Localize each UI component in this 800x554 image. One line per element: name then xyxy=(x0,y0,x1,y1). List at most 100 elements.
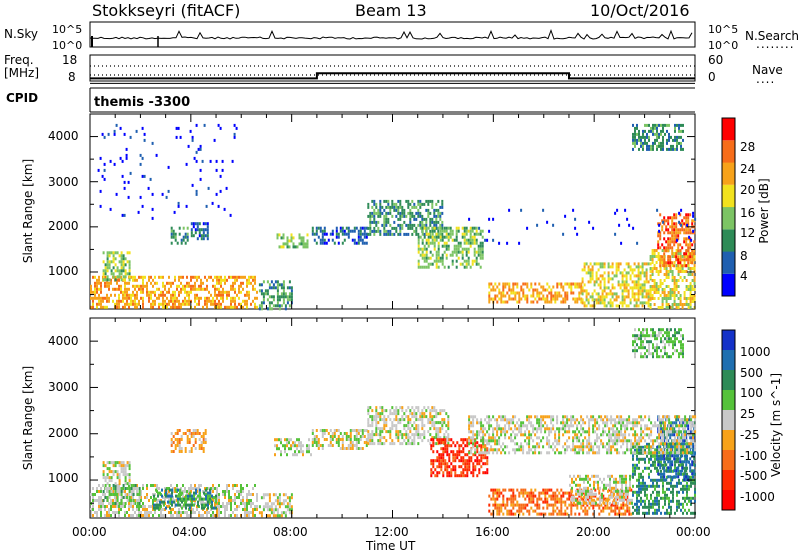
heatmap-cell xyxy=(502,300,505,304)
heatmap-cell xyxy=(550,300,553,304)
heatmap-cell xyxy=(298,444,300,448)
heatmap-cell xyxy=(224,305,226,309)
heatmap-cell xyxy=(198,275,200,279)
heatmap-cell xyxy=(409,217,412,221)
heatmap-cell xyxy=(476,456,479,460)
heatmap-cell xyxy=(310,453,312,457)
heatmap-cell xyxy=(164,487,166,490)
heatmap-cell xyxy=(104,284,106,288)
heatmap-cell xyxy=(564,503,567,507)
heatmap-cell xyxy=(302,242,305,246)
heatmap-cell xyxy=(306,447,308,451)
heatmap-cell xyxy=(385,439,388,443)
heatmap-cell xyxy=(128,287,130,291)
heatmap-cell xyxy=(331,438,334,441)
heatmap-cell xyxy=(385,211,388,215)
heatmap-cell xyxy=(282,511,285,515)
heatmap-cell xyxy=(311,441,314,444)
heatmap-cell xyxy=(600,509,603,513)
heatmap-cell xyxy=(439,430,442,434)
heatmap-cell xyxy=(387,202,390,206)
heatmap-cell xyxy=(603,286,606,290)
heatmap-cell xyxy=(411,214,414,218)
heatmap-cell xyxy=(679,267,682,270)
heatmap-cell xyxy=(647,301,650,305)
heatmap-cell xyxy=(108,490,111,493)
heatmap-cell xyxy=(240,484,242,487)
heatmap-cell xyxy=(118,487,121,490)
heatmap-cell xyxy=(658,493,660,497)
heatmap-cell xyxy=(653,297,656,300)
heatmap-cell xyxy=(130,502,132,505)
heatmap-cell xyxy=(475,256,478,260)
heatmap-cell xyxy=(640,475,642,479)
heatmap-cell xyxy=(440,441,443,445)
heatmap-cell xyxy=(457,226,460,230)
heatmap-cell xyxy=(536,500,539,504)
heatmap-cell xyxy=(589,492,591,496)
heatmap-cell xyxy=(224,290,226,294)
heatmap-cell xyxy=(204,228,207,232)
heatmap-cell xyxy=(205,488,207,492)
heatmap-cell xyxy=(202,237,205,241)
heatmap-cell xyxy=(623,274,626,278)
heatmap-cell xyxy=(106,281,108,285)
heatmap-cell xyxy=(621,483,623,487)
heatmap-cell xyxy=(638,490,640,494)
heatmap-cell xyxy=(649,262,652,266)
heatmap-cell xyxy=(128,302,130,306)
heatmap-cell xyxy=(186,235,189,239)
heatmap-cell xyxy=(280,453,282,457)
heatmap-cell xyxy=(504,300,507,304)
heatmap-cell xyxy=(584,506,587,510)
heatmap-cell xyxy=(526,226,529,230)
heatmap-cell xyxy=(379,232,382,236)
heatmap-cell xyxy=(556,494,559,498)
heatmap-cell xyxy=(642,141,644,145)
heatmap-cell xyxy=(164,514,166,517)
heatmap-cell xyxy=(101,132,104,136)
heatmap-cell xyxy=(90,508,92,511)
heatmap-cell xyxy=(128,505,130,508)
heatmap-cell xyxy=(615,295,618,299)
heatmap-cell xyxy=(689,228,692,232)
heatmap-cell xyxy=(104,263,107,267)
heatmap-cell xyxy=(292,236,295,240)
heatmap-cell xyxy=(110,281,112,285)
heatmap-cell xyxy=(669,270,672,273)
heatmap-cell xyxy=(613,486,615,490)
heatmap-cell xyxy=(454,465,457,469)
heatmap-cell xyxy=(564,512,567,516)
heatmap-cell xyxy=(230,502,232,505)
heatmap-cell xyxy=(220,296,222,300)
heatmap-cell xyxy=(530,285,533,289)
heatmap-cell xyxy=(492,488,495,492)
heatmap-cell xyxy=(200,278,202,282)
heatmap-cell xyxy=(435,412,438,416)
heatmap-cell xyxy=(445,247,448,251)
heatmap-cell xyxy=(604,503,607,507)
heatmap-cell xyxy=(120,290,122,294)
heatmap-cell xyxy=(341,447,344,450)
heatmap-cell xyxy=(202,228,205,232)
heatmap-cell xyxy=(323,432,326,435)
heatmap-cell xyxy=(205,497,207,501)
heatmap-cell xyxy=(479,241,482,245)
heatmap-cell xyxy=(118,479,121,483)
heatmap-cell xyxy=(469,241,472,245)
heatmap-cell xyxy=(278,304,281,308)
heatmap-cell xyxy=(534,494,537,498)
heatmap-cell xyxy=(136,508,138,511)
heatmap-cell xyxy=(162,284,164,288)
heatmap-cell xyxy=(639,277,642,281)
heatmap-cell xyxy=(628,509,631,513)
heatmap-cell xyxy=(134,299,136,303)
heatmap-cell xyxy=(611,286,614,290)
heatmap-cell xyxy=(502,294,505,298)
heatmap-cell xyxy=(594,503,597,507)
heatmap-cell xyxy=(146,293,148,297)
heatmap-cell xyxy=(578,282,581,286)
heatmap-cell xyxy=(389,232,392,236)
heatmap-cell xyxy=(288,280,291,284)
heatmap-cell xyxy=(677,246,680,250)
